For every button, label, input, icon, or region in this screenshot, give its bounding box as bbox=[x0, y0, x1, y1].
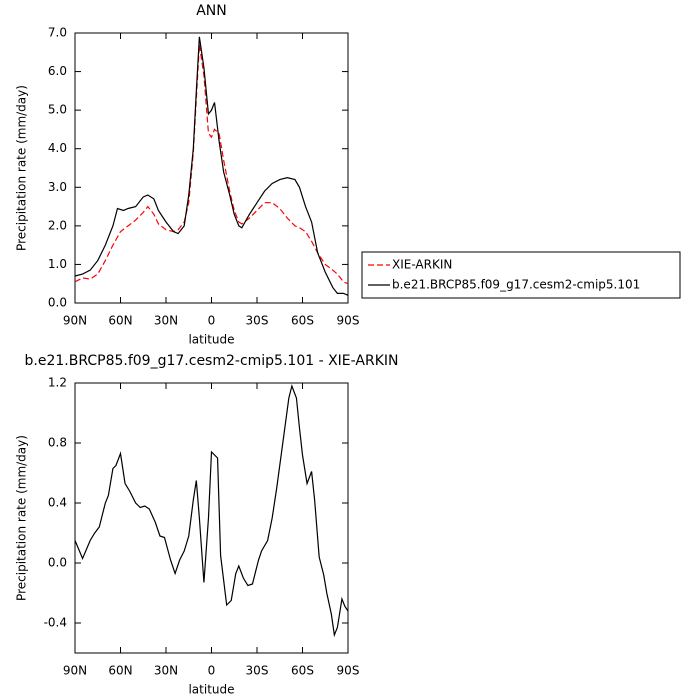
y-axis-label: Precipitation rate (mm/day) bbox=[15, 435, 29, 601]
y-tick-label: 1.2 bbox=[48, 376, 67, 390]
y-tick-label: 4.0 bbox=[48, 141, 67, 155]
x-tick-label: 0 bbox=[208, 664, 216, 678]
x-axis-label: latitude bbox=[188, 683, 234, 697]
x-tick-label: 30N bbox=[154, 664, 178, 678]
x-tick-label: 60N bbox=[108, 314, 132, 328]
y-tick-label: 1.0 bbox=[48, 257, 67, 271]
x-tick-label: 90N bbox=[63, 664, 87, 678]
y-tick-label: 0.0 bbox=[48, 556, 67, 570]
data-line bbox=[74, 384, 349, 638]
x-tick-label: 30S bbox=[246, 664, 269, 678]
data-line bbox=[74, 36, 349, 296]
y-tick-label: 0.8 bbox=[48, 436, 67, 450]
y-tick-label: 0.4 bbox=[48, 496, 67, 510]
y-tick-label: 5.0 bbox=[48, 103, 67, 117]
x-tick-label: 30S bbox=[246, 314, 269, 328]
y-tick-label: 6.0 bbox=[48, 64, 67, 78]
chart-title: b.e21.BRCP85.f09_g17.cesm2-cmip5.101 - X… bbox=[25, 353, 399, 369]
x-tick-label: 90S bbox=[337, 314, 360, 328]
y-tick-label: 0.0 bbox=[48, 296, 67, 310]
y-tick-label: 3.0 bbox=[48, 180, 67, 194]
y-tick-label: -0.4 bbox=[44, 616, 67, 630]
x-tick-label: 60S bbox=[291, 314, 314, 328]
chart-title: ANN bbox=[196, 3, 227, 19]
x-tick-label: 60S bbox=[291, 664, 314, 678]
x-tick-label: 90S bbox=[337, 664, 360, 678]
y-tick-label: 7.0 bbox=[48, 26, 67, 40]
y-tick-label: 2.0 bbox=[48, 218, 67, 232]
x-tick-label: 0 bbox=[208, 314, 216, 328]
x-axis-label: latitude bbox=[188, 333, 234, 347]
x-tick-label: 60N bbox=[108, 664, 132, 678]
plot-frame bbox=[74, 382, 349, 654]
x-tick-label: 30N bbox=[154, 314, 178, 328]
x-tick-label: 90N bbox=[63, 314, 87, 328]
y-axis-label: Precipitation rate (mm/day) bbox=[15, 85, 29, 251]
legend-label: b.e21.BRCP85.f09_g17.cesm2-cmip5.101 bbox=[392, 278, 640, 292]
legend-box bbox=[361, 251, 681, 299]
data-line bbox=[74, 44, 349, 285]
legend-label: XIE-ARKIN bbox=[392, 258, 452, 272]
plot-frame bbox=[74, 32, 349, 304]
